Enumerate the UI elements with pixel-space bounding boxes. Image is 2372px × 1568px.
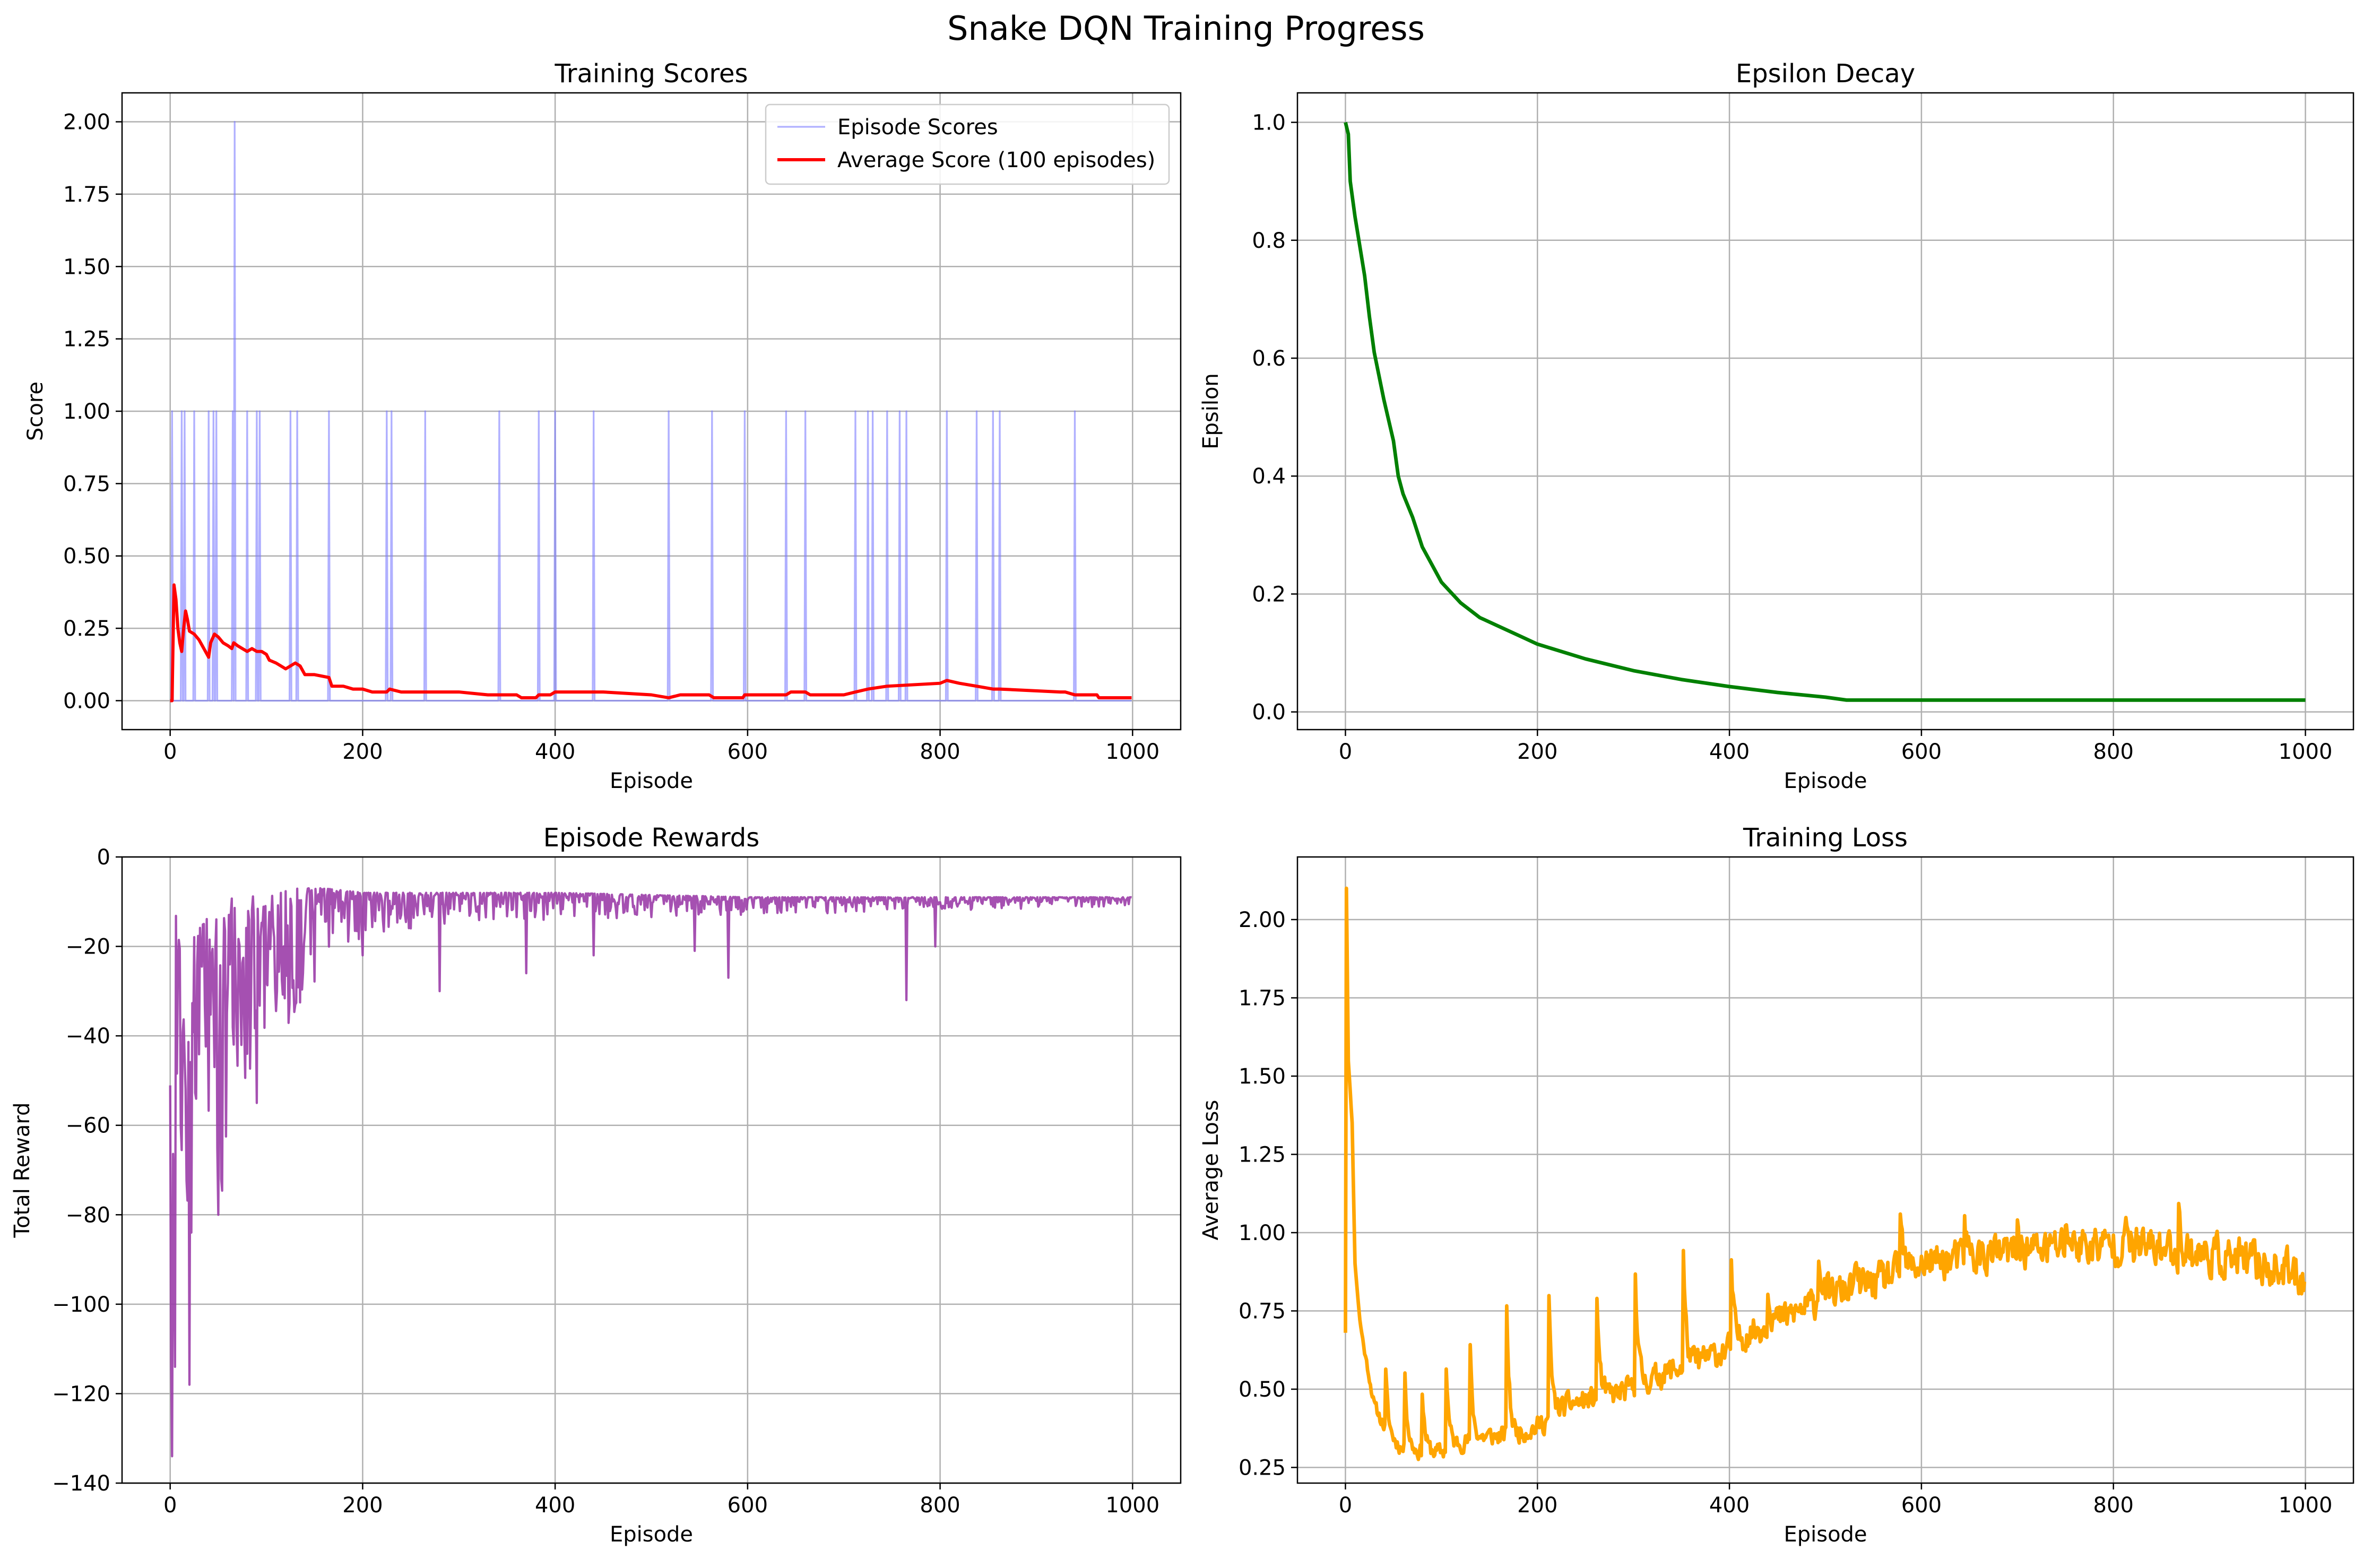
series-line-epsilon xyxy=(1344,122,2306,702)
x-axis-label: Episode xyxy=(1784,769,1867,793)
plot-area xyxy=(1344,122,2306,702)
y-tick-label: 2.00 xyxy=(63,110,110,135)
axes-frame xyxy=(1296,92,2354,731)
x-tick-label: 600 xyxy=(1901,1493,1942,1518)
subplot-title: Episode Rewards xyxy=(543,823,760,853)
x-tick-label: 0 xyxy=(163,1493,177,1518)
y-tick-label: 0.00 xyxy=(63,689,110,713)
y-axis-label: Epsilon xyxy=(1199,373,1223,449)
x-tick-label: 400 xyxy=(1709,740,1750,764)
y-tick-label: −40 xyxy=(66,1024,110,1049)
x-axis-label: Episode xyxy=(610,1522,693,1547)
x-tick-label: 0 xyxy=(163,740,177,764)
y-tick-label: 0.50 xyxy=(1239,1378,1286,1402)
y-tick-label: −140 xyxy=(52,1471,110,1496)
legend-label: Average Score (100 episodes) xyxy=(837,148,1155,172)
x-tick-label: 200 xyxy=(342,740,383,764)
y-tick-label: −120 xyxy=(52,1382,110,1406)
x-tick-label: 600 xyxy=(728,740,768,764)
y-tick-label: 0 xyxy=(97,845,110,870)
x-tick-label: 0 xyxy=(1339,740,1352,764)
x-tick-label: 800 xyxy=(2093,1493,2134,1518)
x-tick-label: 600 xyxy=(728,1493,768,1518)
panel-training-loss: 0 200 400 600 800 1000 0.25 0.50 0.75 1.00 1.25 1.5… xyxy=(1199,823,2354,1547)
y-tick-label: −60 xyxy=(66,1114,110,1138)
y-tick-label: −100 xyxy=(52,1293,110,1317)
y-tick-label: 0.75 xyxy=(1239,1300,1286,1324)
grid xyxy=(122,93,1181,730)
subplot-title: Training Scores xyxy=(554,59,748,89)
panel-epsilon-decay: 0 200 400 600 800 1000 0.0 0.2 0.4 0.6 0.8 1.0 Epsil… xyxy=(1199,59,2354,793)
series-line-average-score-100-episodes xyxy=(170,583,1132,703)
x-tick-label: 600 xyxy=(1901,740,1942,764)
y-tick-label: 1.50 xyxy=(63,255,110,279)
y-tick-label: 1.50 xyxy=(1239,1064,1286,1089)
axes-frame xyxy=(121,856,1182,1484)
y-tick-label: 0.6 xyxy=(1252,346,1286,371)
y-tick-label: 0.2 xyxy=(1252,582,1286,607)
x-tick-label: 200 xyxy=(1517,1493,1557,1518)
legend: Episode Scores Average Score (100 episode… xyxy=(765,103,1170,185)
x-tick-label: 400 xyxy=(535,740,575,764)
y-tick-label: 1.25 xyxy=(63,327,110,352)
x-tick-label: 1000 xyxy=(1105,740,1159,764)
grid xyxy=(1297,93,2353,730)
x-tick-label: 800 xyxy=(920,740,960,764)
x-tick-label: 200 xyxy=(342,1493,383,1518)
x-axis-label: Episode xyxy=(1784,1522,1867,1547)
axes-frame xyxy=(1296,856,2354,1484)
y-tick-label: 0.4 xyxy=(1252,464,1286,489)
subplot-title: Epsilon Decay xyxy=(1736,59,1915,89)
y-tick-label: 1.75 xyxy=(63,183,110,207)
legend-box xyxy=(765,103,1170,185)
x-tick-label: 400 xyxy=(535,1493,575,1518)
x-tick-label: 1000 xyxy=(2279,1493,2333,1518)
x-tick-label: 400 xyxy=(1709,1493,1750,1518)
x-tick-label: 1000 xyxy=(1105,1493,1159,1518)
series-line-loss xyxy=(1344,886,2307,1461)
y-tick-label: 0.75 xyxy=(63,472,110,496)
plot-area xyxy=(169,887,1132,1458)
y-axis-label: Total Reward xyxy=(10,1102,34,1238)
y-axis-label: Average Loss xyxy=(1199,1100,1223,1241)
y-tick-label: −80 xyxy=(66,1203,110,1227)
subplot-title: Training Loss xyxy=(1743,823,1908,853)
figure-title: Snake DQN Training Progress xyxy=(947,9,1425,48)
y-axis-label: Score xyxy=(23,382,48,441)
panel-episode-rewards: 0 200 400 600 800 1000 −140 −120 −100 −80 −60 −40 −2… xyxy=(10,823,1182,1547)
series-line-episode-scores xyxy=(170,120,1132,702)
x-tick-label: 800 xyxy=(2093,740,2134,764)
x-tick-label: 1000 xyxy=(2279,740,2333,764)
y-tick-label: 0.25 xyxy=(63,617,110,641)
plot-area xyxy=(170,120,1132,703)
y-tick-label: 2.00 xyxy=(1239,908,1286,932)
x-tick-label: 200 xyxy=(1517,740,1557,764)
y-tick-label: 0.0 xyxy=(1252,700,1286,725)
x-axis-label: Episode xyxy=(610,769,693,793)
legend-label: Episode Scores xyxy=(837,115,998,140)
y-tick-label: 1.0 xyxy=(1252,111,1286,135)
x-tick-label: 0 xyxy=(1339,1493,1352,1518)
y-tick-label: 1.00 xyxy=(1239,1221,1286,1245)
y-tick-label: 0.25 xyxy=(1239,1456,1286,1480)
y-tick-label: 0.8 xyxy=(1252,229,1286,253)
y-tick-label: 1.00 xyxy=(63,400,110,424)
plot-area xyxy=(1344,886,2307,1461)
y-tick-label: 1.25 xyxy=(1239,1143,1286,1167)
y-tick-label: −20 xyxy=(66,935,110,959)
x-tick-label: 800 xyxy=(920,1493,960,1518)
panel-training-scores: 0 200 400 600 800 1000 0.00 0.25 0.50 0.75 1.00 1.2… xyxy=(23,59,1182,793)
series-line-rewards xyxy=(169,887,1132,1458)
y-tick-label: 0.50 xyxy=(63,544,110,569)
y-tick-label: 1.75 xyxy=(1239,986,1286,1011)
